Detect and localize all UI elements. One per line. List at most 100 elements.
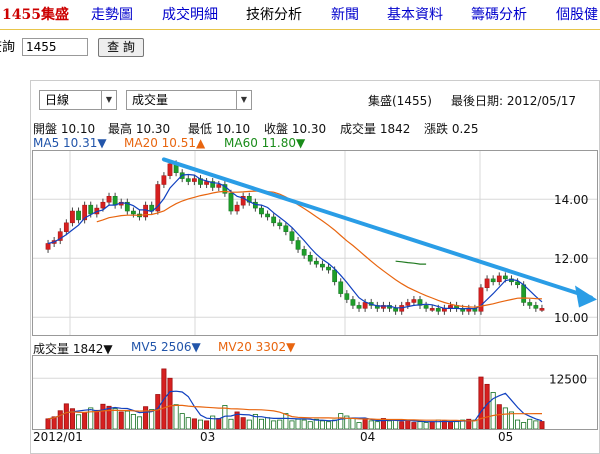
candle [527,302,533,306]
volume-bar [362,418,368,430]
period-select-value: 日線 [45,93,70,107]
volume-bar [88,407,94,430]
volume-bar [155,394,161,430]
candle [277,222,283,227]
candle [289,231,295,241]
candle [496,275,502,283]
volume-bar [149,409,155,430]
nav-trend-link[interactable]: 走勢圖 [91,7,133,23]
candle [271,216,277,224]
ma20-value: MA20 10.51▲ [124,136,206,150]
candle [393,308,398,312]
candle [167,163,173,176]
nav-basic-info-link[interactable]: 基本資料 [387,7,443,23]
y-tick-label: 14.00 [554,193,588,207]
volume-bar [228,418,234,430]
volume-bar [283,413,289,430]
volume-bar [295,418,301,430]
volume-tick-label: 12500 [549,372,587,386]
open-value: 開盤 10.10 [33,122,96,136]
volume-bar [76,414,82,430]
candle [405,302,411,306]
candle [490,278,496,283]
volume-bar [429,421,435,430]
candle [161,175,167,185]
chevron-down-icon[interactable]: ▼ [236,91,251,109]
volume-bar [319,420,325,430]
volume-bar [515,419,521,430]
chevron-down-icon[interactable]: ▼ [101,91,116,109]
candle [88,204,94,215]
volume-bar [393,419,399,430]
volume-bar [533,420,539,430]
volume-bar [405,419,411,430]
volume-bar [527,418,533,430]
candle [362,302,368,309]
price-chart: 14.00 12.00 10.00 [32,150,598,336]
candle [112,196,118,206]
mv20-value: MV20 3302▼ [218,340,296,354]
indicator-select-value: 成交量 [132,93,169,107]
x-label-mar: 03 [200,430,216,444]
stock-label: 集盛(1455) [368,94,432,108]
candle [344,293,350,300]
volume-bar [143,406,149,430]
candle [70,210,75,224]
volume-bar [45,418,51,430]
ma60-line [395,260,427,265]
x-label-may: 05 [498,430,514,444]
volume-bar [118,411,124,430]
candle [435,308,441,312]
volume-bar [179,413,185,430]
candle [484,278,490,288]
volume-bar [204,420,210,430]
volume-bar [447,422,454,430]
nav-technical-tab[interactable]: 技術分析 [246,7,302,23]
nav-news-link[interactable]: 新聞 [331,7,359,23]
volume-bar [82,412,88,430]
nav-chips-link[interactable]: 籌碼分析 [471,7,527,23]
period-select[interactable]: 日線 ▼ [39,90,117,110]
volume-bar [240,417,246,430]
volume-bar [411,422,417,430]
volume-bar [350,418,356,430]
candle [350,299,356,306]
candle [338,281,344,294]
candle [515,281,520,286]
ma5-value: MA5 10.31▼ [33,136,107,150]
candle [265,213,270,218]
volume-bar [265,417,271,430]
volume-bar [338,413,344,430]
nav-trades-link[interactable]: 成交明細 [162,7,218,23]
indicator-select[interactable]: 成交量 ▼ [126,90,252,110]
trend-arrow-head [575,285,597,308]
candle [106,196,112,203]
volume-bar [130,413,136,430]
volume-bar [441,420,447,430]
stock-code-input[interactable]: 1455 [22,38,88,56]
volume-bar [399,421,405,430]
volume-value: 成交量 1842 [340,122,411,136]
ma5-line [47,173,543,310]
volume-bar [417,421,423,430]
candle [356,305,362,309]
volume-bar [100,403,106,430]
volume-bar [197,419,204,430]
candle [326,266,331,271]
candle [57,231,63,241]
top-nav: 1455集盛 走勢圖 成交明細 技術分析 新聞 基本資料 籌碼分析 個股健 [0,0,600,28]
change-value: 漲跌 0.25 [424,122,479,136]
query-button[interactable]: 查 詢 [98,38,144,57]
candle [423,305,429,309]
candle [192,178,197,182]
candle [210,181,216,188]
trend-arrow-line [161,157,593,300]
nav-divider [0,29,600,30]
nav-stock-link[interactable]: 個股健 [556,7,598,23]
volume-bar [332,419,338,430]
candle [259,207,264,215]
close-value: 收盤 10.30 [264,122,327,136]
volume-bar [502,407,508,430]
query-label: 查詢 [0,40,16,55]
candle [301,249,307,256]
